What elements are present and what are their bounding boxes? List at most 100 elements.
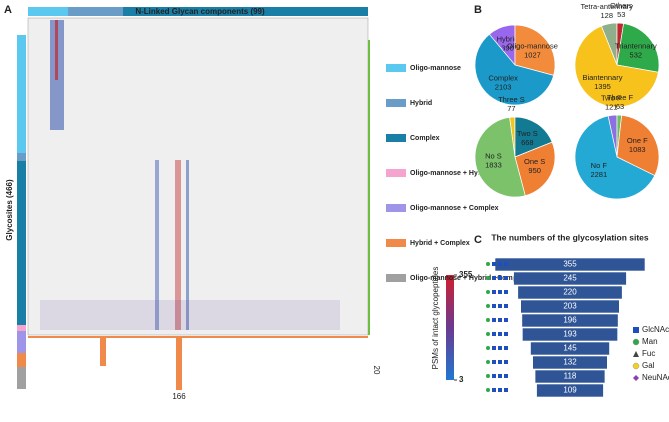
glycan-icon (504, 360, 508, 364)
glycan-icon (486, 332, 490, 336)
class-bar (17, 367, 26, 389)
glycan-icon (492, 304, 496, 308)
glycan-icon (492, 346, 496, 350)
glycan-icon (492, 290, 496, 294)
class-bar (17, 353, 26, 367)
slice-label: One S (524, 157, 545, 166)
funnel-title: The numbers of the glycosylation sites (491, 232, 649, 242)
texture (186, 160, 189, 330)
slice-value: 1083 (629, 145, 646, 154)
texture (40, 300, 340, 330)
glycan-icon (498, 262, 502, 266)
pie-slice (474, 116, 526, 198)
legend-label: Gal (642, 361, 655, 370)
slice-label: One F (627, 136, 648, 145)
slice-value: 77 (507, 104, 515, 113)
slice-value: 121 (605, 102, 618, 111)
pie-slice (514, 141, 556, 197)
legend-label: Hybrid (410, 100, 432, 107)
slice-value: 950 (528, 166, 541, 175)
pie-slice (474, 33, 555, 106)
side-label: 20 (372, 366, 381, 375)
legend-swatch (386, 64, 406, 72)
glycan-icon (486, 304, 490, 308)
colorbar (446, 275, 454, 380)
glycan-icon (492, 262, 496, 266)
pie-slice (574, 25, 659, 108)
slice-label: Two S (517, 129, 538, 138)
glycan-icon (486, 388, 490, 392)
y-axis-label: Glycosites (466) (5, 179, 14, 241)
glycan-icon (492, 388, 496, 392)
legend-swatch (386, 169, 406, 177)
class-bar (17, 35, 26, 153)
glycan-icon (486, 374, 490, 378)
glycan-icon (498, 388, 502, 392)
slice-label: Two F (601, 93, 622, 102)
slice-label: Hybrid (497, 34, 519, 43)
glycan-icon (486, 290, 490, 294)
texture (175, 160, 181, 330)
glycan-icon (492, 318, 496, 322)
glycan-icon (498, 332, 502, 336)
glycan-icon (504, 388, 508, 392)
texture (155, 160, 159, 330)
slice-value: 63 (616, 102, 624, 111)
heatmap-title: N-Linked Glycan components (99) (135, 7, 265, 16)
class-bar (17, 153, 26, 161)
slice-label: Triantennary (615, 42, 657, 51)
colorbar-label: PSMs of intact glycopeptides (431, 267, 440, 370)
legend-swatch (386, 239, 406, 247)
legend-symbol (633, 375, 639, 381)
texture (55, 20, 58, 80)
glycan-icon (504, 304, 508, 308)
pie-slice (616, 23, 660, 73)
funnel-bar (520, 299, 620, 314)
class-bar (17, 331, 26, 353)
legend-label: Hybrid + Complex (410, 240, 470, 247)
glycan-icon (498, 304, 502, 308)
funnel-value: 203 (563, 302, 577, 311)
legend-label: Fuc (642, 349, 655, 358)
slice-value: 532 (630, 51, 643, 60)
legend-label: Man (642, 337, 658, 346)
panel-letter: A (4, 4, 12, 16)
slice-value: 668 (521, 138, 534, 147)
slice-value: 1833 (485, 160, 502, 169)
panel-letter: C (474, 234, 482, 246)
pie-slice (514, 116, 553, 158)
slice-value: 2103 (495, 83, 512, 92)
glycan-icon (498, 290, 502, 294)
glycan-icon (504, 318, 508, 322)
glycan-icon (504, 276, 508, 280)
glycan-icon (498, 318, 502, 322)
side-histogram (368, 40, 370, 335)
glycan-icon (486, 346, 490, 350)
glycan-icon (486, 318, 490, 322)
legend-label: NeuNAc (642, 373, 669, 382)
bottom-histogram (100, 336, 106, 366)
legend-label: Complex (410, 135, 440, 142)
slice-label: Three F (607, 93, 634, 102)
slice-value: 1395 (594, 82, 611, 91)
legend-label: GlcNAc (642, 325, 669, 334)
funnel-value: 196 (563, 316, 577, 325)
funnel-bar (513, 271, 627, 286)
bottom-label: 166 (172, 392, 186, 401)
slice-label: Oligo-mannose (507, 42, 558, 51)
heatmap (17, 7, 370, 390)
legend-label: Oligo-mannose + Hybrid (410, 170, 491, 177)
glycan-icon (486, 276, 490, 280)
funnel-value: 145 (563, 344, 577, 353)
funnel-bar (534, 369, 606, 384)
funnel-value: 118 (564, 372, 577, 381)
funnel-bar (521, 313, 619, 328)
colorbar-tick-label: 355 (459, 270, 473, 279)
legend-swatch (386, 274, 406, 282)
slice-value: 128 (601, 11, 614, 20)
slice-label: No F (591, 161, 608, 170)
glycan-icon (486, 262, 490, 266)
funnel-value: 109 (563, 386, 577, 395)
glycan-icon (504, 332, 508, 336)
